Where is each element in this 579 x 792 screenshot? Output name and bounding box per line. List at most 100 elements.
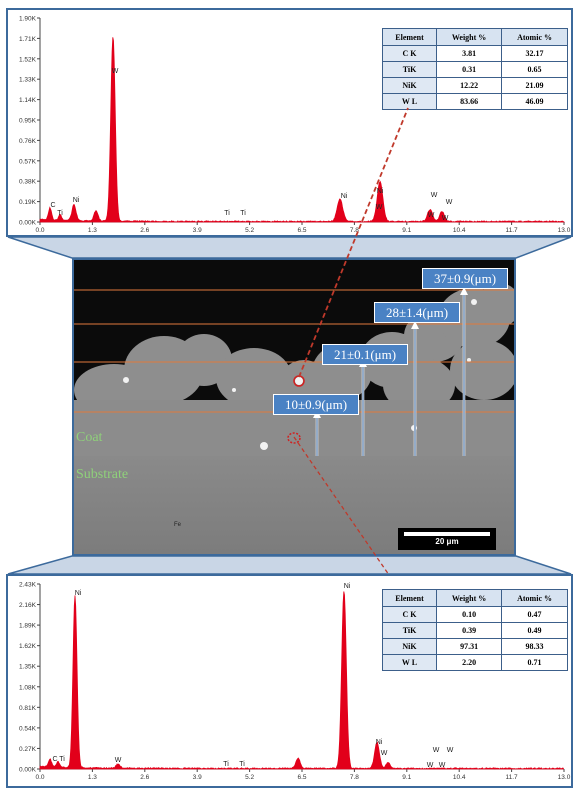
peak-label: Ti (224, 210, 230, 217)
bottom-composition-table: Element Weight % Atomic % C K 0.10 0.47 Ti… (382, 589, 568, 671)
col-weight: Weight % (437, 590, 502, 607)
y-tick-label: 0.38K (19, 179, 37, 186)
y-tick-label: 1.08K (19, 684, 37, 691)
fe-label: Fe (174, 522, 181, 528)
peak-label: C (50, 202, 55, 209)
peak-label: Ni (344, 583, 351, 590)
y-tick-label: 1.71K (19, 36, 37, 43)
weight-cell: 0.39 (437, 623, 502, 639)
x-tick-label: 5.2 (245, 774, 254, 781)
weight-cell: 97.31 (437, 639, 502, 655)
peak-label: W (427, 762, 434, 769)
peak-label: W (447, 747, 454, 754)
peak-label: Ti (239, 761, 245, 768)
peak-label: Ti (223, 761, 229, 768)
x-tick-label: 1.3 (88, 227, 97, 234)
x-tick-label: 9.1 (402, 774, 411, 781)
peak-label: W (431, 192, 438, 199)
x-tick-label: 2.6 (140, 227, 149, 234)
x-tick-label: 7.8 (350, 774, 359, 781)
peak-label: W (446, 199, 453, 206)
table-row: W L 2.20 0.71 (383, 655, 568, 671)
sem-micrograph: 10±0.9(μm) 21±0.1(μm) 28±1.4(μm) 37±0.9(… (72, 258, 516, 556)
element-cell: NiK (383, 639, 437, 655)
peak-label: W (115, 757, 122, 764)
top-composition-table: Element Weight % Atomic % C K 3.81 32.17 T… (382, 28, 568, 110)
col-weight: Weight % (437, 29, 502, 46)
element-cell: TiK (383, 62, 437, 78)
peak-label: Ni (341, 193, 348, 200)
y-tick-label: 0.27K (19, 746, 37, 753)
atomic-cell: 46.09 (502, 94, 568, 110)
y-tick-label: 1.33K (19, 77, 37, 84)
top-connector (8, 237, 571, 258)
table-row: W L 83.66 46.09 (383, 94, 568, 110)
x-tick-label: 5.2 (245, 227, 254, 234)
y-tick-label: 1.14K (19, 97, 37, 104)
y-tick-label: 2.43K (19, 582, 37, 589)
measurement-label-28: 28±1.4(μm) (374, 302, 460, 323)
atomic-cell: 21.09 (502, 78, 568, 94)
peak-label: Ti (240, 210, 246, 217)
measurement-label-21: 21±0.1(μm) (322, 344, 408, 365)
peak-label: Ni (73, 197, 80, 204)
y-tick-label: 1.62K (19, 643, 37, 650)
element-cell: C K (383, 607, 437, 623)
y-tick-label: 0.00K (19, 767, 37, 774)
x-tick-label: 11.7 (506, 774, 519, 781)
x-tick-label: 11.7 (506, 227, 519, 234)
scale-bar-box: 20 μm (398, 528, 496, 550)
peak-label: Ni (75, 590, 82, 597)
peak-label: C (52, 756, 57, 763)
x-tick-label: 0.0 (35, 227, 44, 234)
peak-label: W (376, 204, 383, 211)
weight-cell: 0.10 (437, 607, 502, 623)
y-tick-label: 1.89K (19, 623, 37, 630)
x-tick-label: 10.4 (453, 227, 466, 234)
y-tick-label: 0.57K (19, 158, 37, 165)
weight-cell: 3.81 (437, 46, 502, 62)
table-row: C K 3.81 32.17 (383, 46, 568, 62)
peak-label: Ti (59, 756, 65, 763)
bottom-connector (8, 556, 571, 574)
table-row: C K 0.10 0.47 (383, 607, 568, 623)
y-tick-label: 0.81K (19, 705, 37, 712)
scale-bar-line (404, 532, 490, 536)
x-tick-label: 10.4 (453, 774, 466, 781)
x-tick-label: 3.9 (193, 227, 202, 234)
x-tick-label: 2.6 (140, 774, 149, 781)
x-tick-label: 9.1 (402, 227, 411, 234)
weight-cell: 2.20 (437, 655, 502, 671)
peak-label: W (428, 212, 435, 219)
col-element: Element (383, 590, 437, 607)
peak-label: W (433, 747, 440, 754)
element-cell: C K (383, 46, 437, 62)
measurement-label-10: 10±0.9(μm) (273, 394, 359, 415)
x-tick-label: 13.0 (558, 774, 571, 781)
table-row: NiK 97.31 98.33 (383, 639, 568, 655)
element-cell: W L (383, 94, 437, 110)
x-tick-label: 1.3 (88, 774, 97, 781)
weight-cell: 83.66 (437, 94, 502, 110)
col-atomic: Atomic % (502, 29, 568, 46)
x-tick-label: 7.8 (350, 227, 359, 234)
x-tick-label: 0.0 (35, 774, 44, 781)
peak-label: W (442, 215, 449, 222)
weight-cell: 0.31 (437, 62, 502, 78)
y-tick-label: 1.35K (19, 664, 37, 671)
atomic-cell: 32.17 (502, 46, 568, 62)
y-tick-label: 0.76K (19, 138, 37, 145)
x-tick-label: 6.5 (297, 227, 306, 234)
table-row: TiK 0.39 0.49 (383, 623, 568, 639)
y-tick-label: 0.95K (19, 118, 37, 125)
x-tick-label: 3.9 (193, 774, 202, 781)
col-element: Element (383, 29, 437, 46)
scale-bar-label: 20 μm (398, 537, 496, 546)
top-spectrum-panel: 0.00K 0.19K 0.38K 0.57K 0.76K 0.95K 1.14K 1.33K… (6, 8, 573, 237)
weight-cell: 12.22 (437, 78, 502, 94)
y-tick-label: 0.00K (19, 220, 37, 227)
peak-label: W (112, 68, 119, 75)
measurement-label-37: 37±0.9(μm) (422, 268, 508, 289)
x-tick-label: 13.0 (558, 227, 571, 234)
peak-label: W (381, 750, 388, 757)
